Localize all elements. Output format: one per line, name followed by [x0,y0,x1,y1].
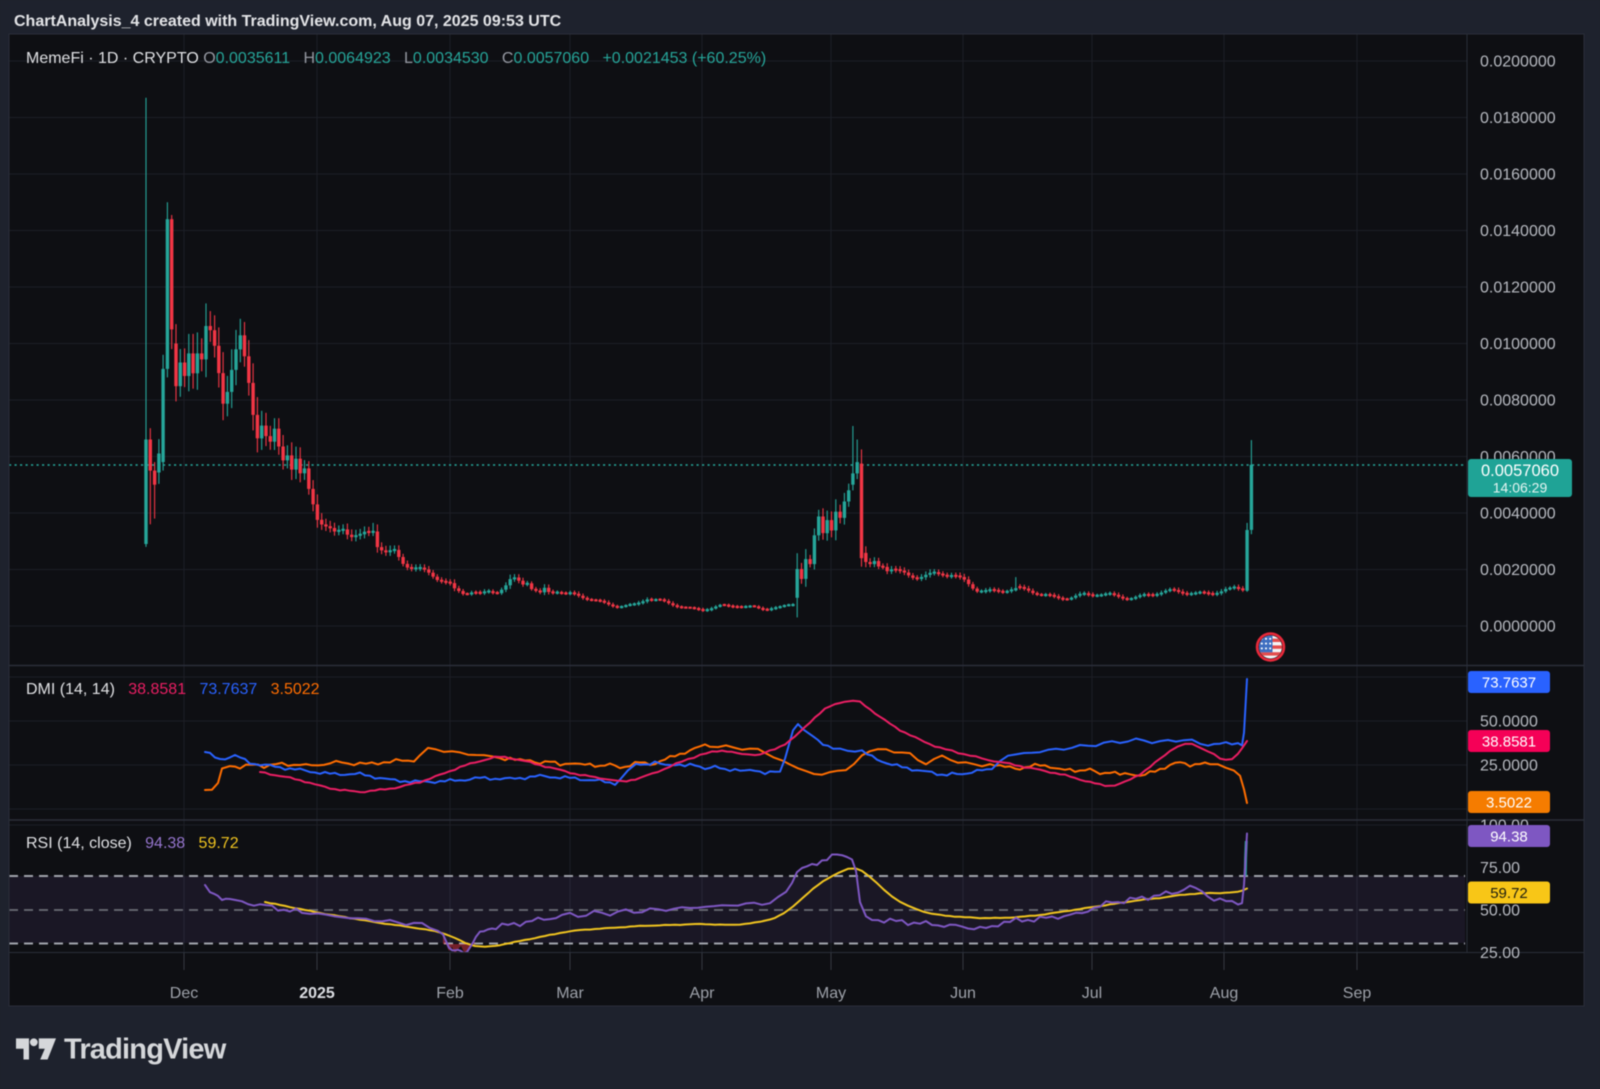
svg-text:Feb: Feb [436,985,464,1002]
svg-text:2025: 2025 [299,985,335,1002]
svg-text:0.0200000: 0.0200000 [1480,54,1556,71]
svg-text:25.00: 25.00 [1480,945,1520,962]
svg-text:TradingView: TradingView [64,1034,227,1066]
svg-text:73.7637: 73.7637 [1482,675,1536,692]
svg-text:Jun: Jun [950,985,976,1002]
svg-text:0.0040000: 0.0040000 [1480,506,1556,523]
svg-text:0.0080000: 0.0080000 [1480,393,1556,410]
svg-text:Mar: Mar [556,985,584,1002]
svg-text:Apr: Apr [690,985,716,1002]
svg-text:RSI (14, close) 94.38 59.7: RSI (14, close) 94.38 59.72 [26,835,239,852]
svg-text:0.0057060: 0.0057060 [1481,462,1559,480]
svg-text:75.00: 75.00 [1480,860,1520,877]
svg-text:0.0100000: 0.0100000 [1480,336,1556,353]
svg-text:50.0000: 50.0000 [1480,714,1538,731]
svg-text:3.5022: 3.5022 [1486,795,1532,812]
svg-text:14:06:29: 14:06:29 [1493,480,1548,496]
svg-text:ChartAnalysis_4 created with T: ChartAnalysis_4 created with TradingView… [14,13,562,30]
svg-text:0.0140000: 0.0140000 [1480,223,1556,240]
svg-text:May: May [816,985,846,1002]
svg-text:25.0000: 25.0000 [1480,758,1538,775]
svg-text:Dec: Dec [170,985,198,1002]
svg-text:0.0000000: 0.0000000 [1480,619,1556,636]
svg-text:Aug: Aug [1210,985,1238,1002]
svg-text:0.0160000: 0.0160000 [1480,167,1556,184]
svg-text:0.0120000: 0.0120000 [1480,280,1556,297]
svg-text:50.00: 50.00 [1480,903,1520,920]
svg-text:Jul: Jul [1082,985,1102,1002]
svg-text:DMI (14, 14) 38.8581 73.76: DMI (14, 14) 38.8581 73.7637 3.5022 [26,681,320,698]
svg-text:94.38: 94.38 [1490,829,1528,846]
svg-text:Sep: Sep [1343,985,1372,1002]
svg-text:0.0020000: 0.0020000 [1480,562,1556,579]
svg-text:59.72: 59.72 [1490,885,1528,902]
svg-text:38.8581: 38.8581 [1482,734,1536,751]
svg-text:MemeFi · 1D · CRYPTO O0.003561: MemeFi · 1D · CRYPTO O0.0035611 H0.00649… [26,50,766,67]
svg-text:0.0180000: 0.0180000 [1480,110,1556,127]
